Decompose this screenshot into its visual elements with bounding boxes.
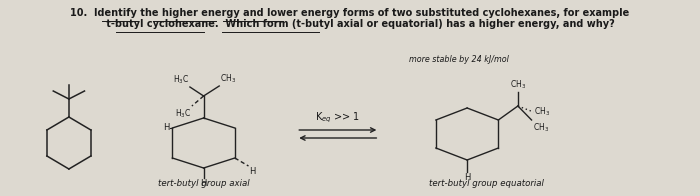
Text: tert-butyl group equatorial: tert-butyl group equatorial (429, 179, 544, 188)
Text: CH$_3$: CH$_3$ (510, 79, 526, 91)
Text: CH$_3$: CH$_3$ (535, 106, 551, 118)
Text: H$_3$C: H$_3$C (173, 74, 189, 86)
Text: H: H (200, 179, 206, 188)
Text: H: H (249, 167, 256, 176)
Text: t-butyl cyclohexane.  Which form (t-butyl axial or equatorial) has a higher ener: t-butyl cyclohexane. Which form (t-butyl… (85, 19, 615, 29)
Text: K$_{eq}$ >> 1: K$_{eq}$ >> 1 (315, 111, 360, 125)
Text: CH$_3$: CH$_3$ (220, 73, 237, 85)
Text: CH$_3$: CH$_3$ (533, 121, 549, 133)
Text: H: H (464, 173, 470, 182)
Text: more stable by 24 kJ/mol: more stable by 24 kJ/mol (410, 55, 510, 64)
Text: H$_3$C: H$_3$C (174, 107, 191, 120)
Text: H: H (163, 123, 169, 132)
Text: 10.  Identify the higher energy and lower energy forms of two substituted cycloh: 10. Identify the higher energy and lower… (71, 8, 629, 18)
Text: tert-butyl group axial: tert-butyl group axial (158, 179, 249, 188)
